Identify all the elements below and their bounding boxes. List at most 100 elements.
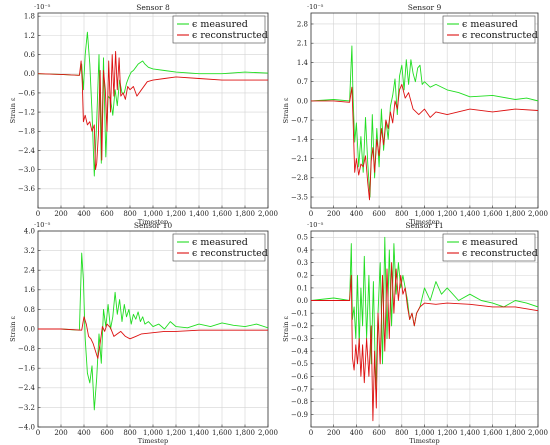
chart-sensor-9-xtick-label: 400	[350, 210, 363, 218]
chart-sensor-11-xtick-label: 400	[350, 429, 363, 437]
chart-sensor-8-legend-box	[172, 15, 266, 44]
chart-sensor-11-series-reconstructed	[311, 262, 538, 422]
chart-sensor-10-xtick-label: 0	[36, 429, 40, 437]
chart-sensor-8-xlabel: Timestep	[138, 218, 168, 226]
chart-sensor-10-xtick-label: 1,200	[166, 429, 186, 437]
chart-sensor-9-xtick-label: 200	[327, 210, 340, 218]
chart-sensor-10-legend-label: ϵ reconstructed	[192, 248, 268, 259]
chart-sensor-11-xtick-label: 200	[327, 429, 340, 437]
chart-sensor-8-ytick-label: −3.6	[18, 185, 36, 193]
chart-sensor-9-ytick-label: −3.5	[291, 193, 308, 201]
chart-sensor-9-title: Sensor 9	[408, 3, 442, 12]
chart-sensor-10-xtick-label: 400	[77, 429, 90, 437]
chart-sensor-10-xtick-label: 1,800	[235, 429, 255, 437]
chart-sensor-10-ytick-label: 1.6	[24, 286, 36, 294]
chart-sensor-11-xtick-label: 1,600	[483, 429, 503, 437]
chart-sensor-11-ytick-label: 0.4	[297, 246, 309, 254]
chart-sensor-9-ytick-label: 1.4	[297, 59, 309, 67]
chart-sensor-9-xlabel: Timestep	[409, 218, 439, 226]
chart-sensor-10-ylabel: Strain ε	[9, 315, 17, 341]
chart-sensor-11-ytick-label: 0.0	[297, 297, 308, 305]
chart-sensor-10-ytick-label: −1.6	[18, 365, 36, 373]
chart-sensor-9-ytick-label: −2.8	[291, 174, 308, 182]
chart-sensor-11-ylabel: Strain ε	[282, 315, 290, 341]
chart-sensor-11-xlabel: Timestep	[409, 437, 439, 445]
chart-sensor-10-ytick-label: −3.2	[18, 404, 35, 412]
chart-sensor-9-ylabel: Strain ε	[282, 97, 290, 123]
chart-sensor-8-legend-label: ϵ measured	[192, 19, 248, 30]
chart-sensor-8-title: Sensor 8	[136, 3, 170, 12]
chart-sensor-8-ytick-label: 0.6	[24, 51, 36, 59]
chart-sensor-9-xtick-label: 1,200	[437, 210, 457, 218]
chart-sensor-9-xtick-label: 1,800	[505, 210, 525, 218]
chart-sensor-10-ytick-label: −4.0	[18, 423, 35, 431]
chart-sensor-11-ytick-label: 0.1	[297, 284, 308, 292]
chart-sensor-11-xtick-label: 1,000	[414, 429, 434, 437]
chart-sensor-10-xtick-label: 200	[54, 429, 67, 437]
chart-sensor-10-xtick-label: 1,600	[212, 429, 232, 437]
chart-sensor-10-ytick-label: 0.0	[24, 325, 35, 333]
chart-sensor-10-legend-label: ϵ measured	[192, 237, 248, 248]
chart-sensor-9-xtick-label: 0	[309, 210, 313, 218]
chart-sensor-8-ytick-label: 1.8	[24, 13, 35, 21]
chart-sensor-8-xtick-label: 1,400	[189, 210, 209, 218]
chart-sensor-8-xtick-label: 1,000	[143, 210, 163, 218]
chart-sensor-9-ytick-label: −1.4	[291, 136, 309, 144]
chart-sensor-11-title: Sensor 11	[405, 221, 443, 230]
chart-sensor-8-xtick-label: 1,200	[166, 210, 186, 218]
chart-sensor-9-ytick-label: 0.7	[297, 78, 308, 86]
chart-sensor-8-ylabel: Strain ε	[9, 97, 17, 123]
chart-sensor-10-title: Sensor 10	[134, 221, 173, 230]
chart-sensor-8-xtick-label: 200	[54, 210, 67, 218]
chart-sensor-8-ytick-label: 0.0	[24, 70, 35, 78]
chart-sensor-10-xtick-label: 600	[100, 429, 113, 437]
chart-sensor-8: 0 200 400 600 800 1,000 1,200 1,400 1,600 1,800 2,…	[9, 3, 278, 226]
chart-sensor-11-ytick-label: −0.3	[291, 335, 308, 343]
chart-sensor-9-xtick-label: 1,400	[460, 210, 480, 218]
chart-sensor-8-xtick-label: 1,800	[235, 210, 255, 218]
chart-sensor-11-xtick-label: 0	[309, 429, 313, 437]
chart-sensor-9-ytick-label: −0.7	[291, 117, 308, 125]
chart-sensor-11-ytick-label: −0.6	[291, 373, 309, 381]
chart-sensor-10-xtick-label: 1,000	[143, 429, 163, 437]
chart-sensor-10-ytick-label: 2.4	[24, 267, 36, 275]
chart-sensor-11-xtick-label: 1,400	[460, 429, 480, 437]
chart-sensor-9-ytick-label: 2.1	[297, 40, 308, 48]
chart-sensor-8-xtick-label: 800	[123, 210, 136, 218]
chart-sensor-8-ytick-label: −1.8	[18, 128, 35, 136]
chart-sensor-9-legend-box	[442, 15, 536, 44]
chart-sensor-9-legend-label: ϵ reconstructed	[462, 30, 538, 41]
chart-sensor-11-ytick-label: −0.7	[291, 385, 308, 393]
chart-sensor-9-xtick-label: 1,600	[483, 210, 503, 218]
chart-sensor-11-xtick-label: 600	[372, 429, 385, 437]
chart-sensor-11-xtick-label: 800	[395, 429, 408, 437]
chart-sensor-8-ytick-label: −0.6	[18, 89, 36, 97]
chart-sensor-9-ytick-label: 0.0	[297, 97, 308, 105]
chart-sensor-11-legend-box	[442, 233, 536, 262]
chart-sensor-11-ytick-label: −0.5	[291, 360, 308, 368]
chart-sensor-10-ytick-label: −2.4	[18, 384, 36, 392]
chart-sensor-9-xtick-label: 600	[372, 210, 385, 218]
chart-sensor-9-xtick-label: 1,000	[414, 210, 434, 218]
chart-sensor-10-y-multiplier: ·10⁻⁵	[34, 221, 51, 229]
chart-sensor-10-xtick-label: 800	[123, 429, 136, 437]
chart-sensor-9-xtick-label: 800	[395, 210, 408, 218]
chart-sensor-11-ytick-label: 0.3	[297, 259, 308, 267]
chart-sensor-8-xtick-label: 400	[77, 210, 90, 218]
chart-sensor-10-xtick-label: 2,000	[258, 429, 278, 437]
chart-sensor-9-ytick-label: 2.8	[297, 20, 308, 28]
chart-sensor-8-series-reconstructed	[38, 50, 268, 171]
chart-sensor-8-legend-label: ϵ reconstructed	[192, 30, 268, 41]
chart-sensor-10: 0 200 400 600 800 1,000 1,200 1,400 1,600 1,800 2,…	[9, 221, 278, 445]
chart-sensor-8-series-measured	[38, 31, 268, 177]
chart-sensor-8-ytick-label: −2.4	[18, 147, 36, 155]
chart-sensor-9-ytick-label: −2.1	[291, 155, 308, 163]
chart-sensor-10-ytick-label: 3.2	[24, 247, 35, 255]
chart-sensor-11-xtick-label: 1,800	[505, 429, 525, 437]
chart-sensor-11-legend-label: ϵ reconstructed	[462, 248, 538, 259]
